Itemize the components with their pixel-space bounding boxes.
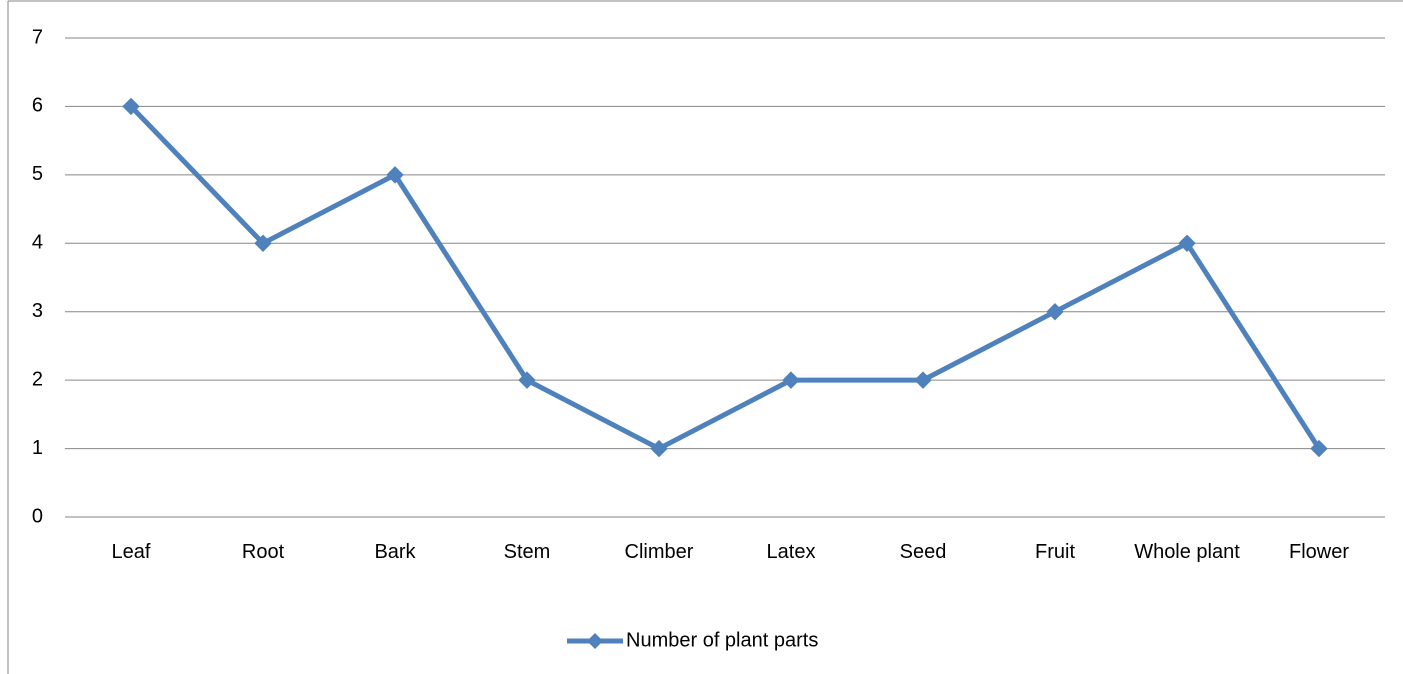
marker [518,371,536,389]
legend-label: Number of plant parts [626,629,818,651]
y-tick-label: 5 [32,163,43,185]
x-tick-label: Latex [766,541,816,563]
y-tick-label: 7 [32,26,43,48]
marker [650,439,668,458]
x-tick-label: Fruit [1035,541,1075,563]
marker [254,234,272,252]
y-tick-label: 2 [32,368,43,390]
marker [386,166,404,184]
x-tick-label: Bark [374,541,416,563]
x-tick-label: Seed [899,541,947,563]
y-tick-label: 0 [32,505,43,527]
x-tick-label: Root [241,541,285,563]
x-tick-label: Leaf [111,541,151,563]
marker [782,371,800,389]
y-tick-label: 3 [32,300,43,322]
y-tick-label: 4 [32,232,43,254]
x-tick-label: Flower [1288,541,1349,563]
marker [1310,439,1328,458]
marker [122,97,140,116]
x-tick-label: Whole plant [1134,541,1240,563]
x-tick-label: Stem [503,541,551,563]
marker [914,371,932,389]
series-line [129,104,1322,452]
legend-marker [587,633,603,649]
y-tick-label: 1 [32,437,43,459]
x-tick-label: Climber [624,541,694,563]
marker [1046,303,1064,321]
y-tick-label: 6 [32,95,43,117]
marker [1178,234,1196,252]
